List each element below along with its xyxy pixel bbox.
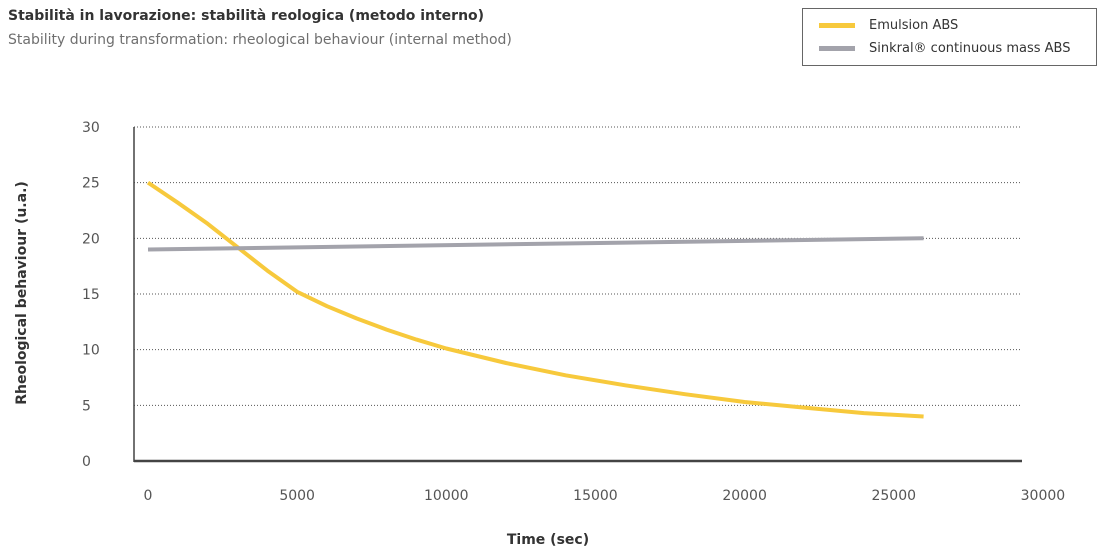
grid-lines (134, 126, 1022, 406)
legend-item-sinkral-abs: Sinkral® continuous mass ABS (819, 41, 1070, 56)
legend-swatch-emulsion-abs (819, 23, 855, 28)
y-tick-label: 10 (82, 343, 100, 359)
series-line-sinkral-abs (147, 236, 924, 252)
x-tick-label: 25000 (871, 488, 916, 504)
legend-item-emulsion-abs: Emulsion ABS (819, 18, 958, 33)
series-lines (146, 180, 924, 419)
y-tick-label: 30 (82, 120, 100, 136)
x-tick-label: 5000 (279, 488, 315, 504)
legend-label-sinkral-abs: Sinkral® continuous mass ABS (869, 41, 1071, 56)
legend-swatch-sinkral-abs (819, 46, 855, 51)
legend-label-emulsion-abs: Emulsion ABS (869, 18, 959, 33)
x-tick-label: 30000 (1021, 488, 1066, 504)
y-tick-label: 0 (82, 454, 91, 470)
legend: Emulsion ABS Sinkral® continuous mass AB… (802, 8, 1097, 66)
chart-subtitle: Stability during transformation: rheolog… (8, 32, 512, 48)
y-tick-label: 5 (82, 398, 91, 414)
chart-title: Stabilità in lavorazione: stabilità reol… (8, 8, 485, 24)
series-line-emulsion-abs (146, 180, 924, 419)
y-tick-labels: 0 5 10 15 20 25 30 (82, 120, 100, 470)
x-tick-labels: 0 5000 10000 15000 20000 25000 30000 (144, 488, 1066, 504)
x-tick-label: 0 (144, 488, 153, 504)
y-axis-label: Rheological behaviour (u.a.) (14, 181, 30, 405)
y-tick-label: 25 (82, 176, 100, 192)
x-tick-label: 20000 (722, 488, 767, 504)
x-tick-label: 10000 (424, 488, 469, 504)
x-tick-label: 15000 (573, 488, 618, 504)
y-tick-label: 15 (82, 287, 100, 303)
x-axis-label: Time (sec) (507, 532, 589, 548)
axes (133, 127, 1022, 463)
y-tick-label: 20 (82, 231, 100, 247)
